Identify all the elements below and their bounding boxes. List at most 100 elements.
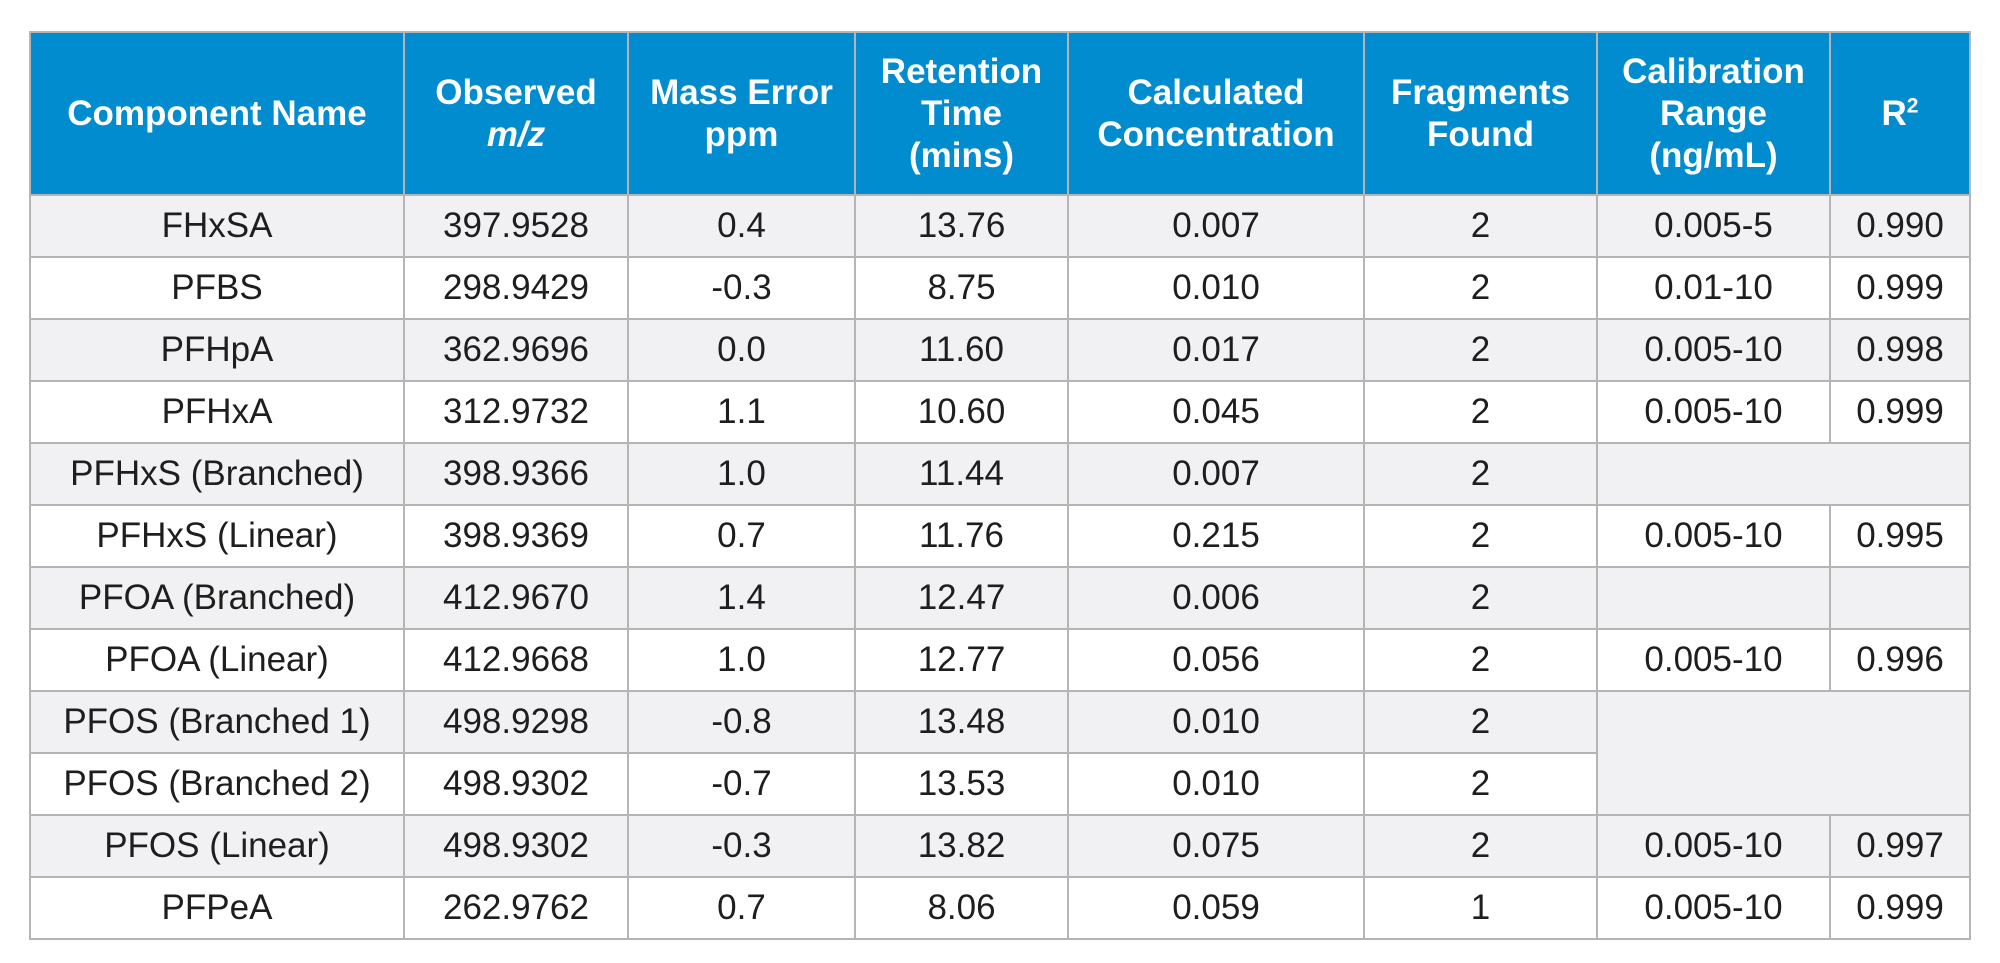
table-row: PFHxS (Branched) 398.9366 1.0 11.44 0.00… bbox=[29, 442, 1971, 506]
header-r-squared: R2 bbox=[1829, 31, 1971, 196]
table-row: PFHxS (Linear) 398.9369 0.7 11.76 0.215 … bbox=[29, 504, 1971, 568]
cell-mass-error: 0.0 bbox=[627, 318, 856, 382]
header-mass-error: Mass Error ppm bbox=[627, 31, 856, 196]
cell-calibration-range: 0.005-10 bbox=[1596, 318, 1831, 382]
results-table-container: Component Name Observed m/z Mass Error ppm… bbox=[29, 31, 1971, 940]
cell-r-squared: 0.997 bbox=[1829, 814, 1971, 878]
cell-calibration-range: 0.005-10 bbox=[1596, 814, 1831, 878]
cell-observed-mz: 398.9369 bbox=[403, 504, 629, 568]
table-row: PFOA (Linear) 412.9668 1.0 12.77 0.056 2… bbox=[29, 628, 1971, 692]
table-row: PFBS 298.9429 -0.3 8.75 0.010 2 0.01-10 … bbox=[29, 256, 1971, 320]
cell-observed-mz: 498.9302 bbox=[403, 752, 629, 816]
cell-retention-time: 12.47 bbox=[854, 566, 1069, 630]
cell-mass-error: 0.4 bbox=[627, 194, 856, 258]
cell-mass-error: 1.1 bbox=[627, 380, 856, 444]
results-table: Component Name Observed m/z Mass Error ppm… bbox=[29, 31, 1971, 940]
header-retention-time: Retention Time (mins) bbox=[854, 31, 1069, 196]
cell-mass-error: 0.7 bbox=[627, 876, 856, 940]
cell-r-squared: 0.999 bbox=[1829, 380, 1971, 444]
cell-calibration-range: 0.005-5 bbox=[1596, 194, 1831, 258]
cell-fragments-found: 2 bbox=[1363, 814, 1598, 878]
cell-component-name: PFOA (Linear) bbox=[29, 628, 405, 692]
cell-component-name: FHxSA bbox=[29, 194, 405, 258]
header-row: Component Name Observed m/z Mass Error ppm… bbox=[29, 31, 1971, 196]
cell-retention-time: 13.48 bbox=[854, 690, 1069, 754]
table-row: PFHpA 362.9696 0.0 11.60 0.017 2 0.005-1… bbox=[29, 318, 1971, 382]
cell-component-name: PFOS (Branched 2) bbox=[29, 752, 405, 816]
cell-fragments-found: 2 bbox=[1363, 256, 1598, 320]
cell-fragments-found: 2 bbox=[1363, 194, 1598, 258]
table-row: PFPeA 262.9762 0.7 8.06 0.059 1 0.005-10… bbox=[29, 876, 1971, 940]
cell-retention-time: 8.06 bbox=[854, 876, 1069, 940]
cell-fragments-found: 2 bbox=[1363, 690, 1598, 754]
cell-calculated-concentration: 0.007 bbox=[1067, 194, 1365, 258]
cell-observed-mz: 262.9762 bbox=[403, 876, 629, 940]
cell-fragments-found: 2 bbox=[1363, 628, 1598, 692]
cell-retention-time: 13.76 bbox=[854, 194, 1069, 258]
table-row: PFHxA 312.9732 1.1 10.60 0.045 2 0.005-1… bbox=[29, 380, 1971, 444]
table-row: FHxSA 397.9528 0.4 13.76 0.007 2 0.005-5… bbox=[29, 194, 1971, 258]
cell-retention-time: 11.76 bbox=[854, 504, 1069, 568]
cell-fragments-found: 2 bbox=[1363, 442, 1598, 506]
cell-observed-mz: 412.9670 bbox=[403, 566, 629, 630]
header-calibration-range: Calibration Range (ng/mL) bbox=[1596, 31, 1831, 196]
cell-calibration-blank bbox=[1596, 566, 1831, 630]
cell-component-name: PFOS (Branched 1) bbox=[29, 690, 405, 754]
cell-mass-error: -0.7 bbox=[627, 752, 856, 816]
cell-mass-error: 1.4 bbox=[627, 566, 856, 630]
cell-component-name: PFHxS (Branched) bbox=[29, 442, 405, 506]
cell-calculated-concentration: 0.010 bbox=[1067, 752, 1365, 816]
cell-calibration-blank bbox=[1596, 442, 1971, 506]
cell-calibration-range: 0.005-10 bbox=[1596, 628, 1831, 692]
cell-mass-error: -0.8 bbox=[627, 690, 856, 754]
cell-retention-time: 13.53 bbox=[854, 752, 1069, 816]
cell-retention-time: 12.77 bbox=[854, 628, 1069, 692]
cell-fragments-found: 2 bbox=[1363, 566, 1598, 630]
cell-component-name: PFPeA bbox=[29, 876, 405, 940]
header-fragments-found: Fragments Found bbox=[1363, 31, 1598, 196]
header-calculated-concentration: Calculated Concentration bbox=[1067, 31, 1365, 196]
cell-observed-mz: 362.9696 bbox=[403, 318, 629, 382]
cell-fragments-found: 2 bbox=[1363, 318, 1598, 382]
cell-retention-time: 11.44 bbox=[854, 442, 1069, 506]
cell-component-name: PFOS (Linear) bbox=[29, 814, 405, 878]
cell-fragments-found: 2 bbox=[1363, 380, 1598, 444]
cell-r-squared: 0.996 bbox=[1829, 628, 1971, 692]
cell-calibration-blank bbox=[1596, 690, 1971, 816]
cell-retention-time: 8.75 bbox=[854, 256, 1069, 320]
cell-retention-time: 10.60 bbox=[854, 380, 1069, 444]
cell-calibration-range: 0.005-10 bbox=[1596, 504, 1831, 568]
cell-observed-mz: 498.9298 bbox=[403, 690, 629, 754]
cell-calculated-concentration: 0.215 bbox=[1067, 504, 1365, 568]
cell-calibration-range: 0.01-10 bbox=[1596, 256, 1831, 320]
cell-calculated-concentration: 0.045 bbox=[1067, 380, 1365, 444]
cell-observed-mz: 312.9732 bbox=[403, 380, 629, 444]
table-row: PFOS (Branched 2) 498.9302 -0.7 13.53 0.… bbox=[29, 752, 1970, 816]
cell-r-squared: 0.990 bbox=[1829, 194, 1971, 258]
cell-component-name: PFHpA bbox=[29, 318, 405, 382]
cell-retention-time: 11.60 bbox=[854, 318, 1069, 382]
cell-calculated-concentration: 0.059 bbox=[1067, 876, 1365, 940]
cell-calculated-concentration: 0.017 bbox=[1067, 318, 1365, 382]
cell-fragments-found: 2 bbox=[1363, 504, 1598, 568]
cell-observed-mz: 298.9429 bbox=[403, 256, 629, 320]
table-row: PFOS (Linear) 498.9302 -0.3 13.82 0.075 … bbox=[29, 814, 1971, 878]
cell-r-squared: 0.998 bbox=[1829, 318, 1971, 382]
header-component-name: Component Name bbox=[29, 31, 405, 196]
cell-retention-time: 13.82 bbox=[854, 814, 1069, 878]
cell-mass-error: 0.7 bbox=[627, 504, 856, 568]
cell-mass-error: -0.3 bbox=[627, 814, 856, 878]
cell-calculated-concentration: 0.010 bbox=[1067, 690, 1365, 754]
cell-calibration-range: 0.005-10 bbox=[1596, 876, 1831, 940]
cell-observed-mz: 412.9668 bbox=[403, 628, 629, 692]
cell-calculated-concentration: 0.075 bbox=[1067, 814, 1365, 878]
cell-observed-mz: 397.9528 bbox=[403, 194, 629, 258]
cell-r-squared-blank bbox=[1829, 566, 1971, 630]
table-row: PFOS (Branched 1) 498.9298 -0.8 13.48 0.… bbox=[29, 690, 1971, 816]
cell-r-squared: 0.999 bbox=[1829, 876, 1971, 940]
cell-calculated-concentration: 0.006 bbox=[1067, 566, 1365, 630]
cell-observed-mz: 398.9366 bbox=[403, 442, 629, 506]
cell-component-name: PFHxA bbox=[29, 380, 405, 444]
cell-mass-error: -0.3 bbox=[627, 256, 856, 320]
cell-mass-error: 1.0 bbox=[627, 442, 856, 506]
